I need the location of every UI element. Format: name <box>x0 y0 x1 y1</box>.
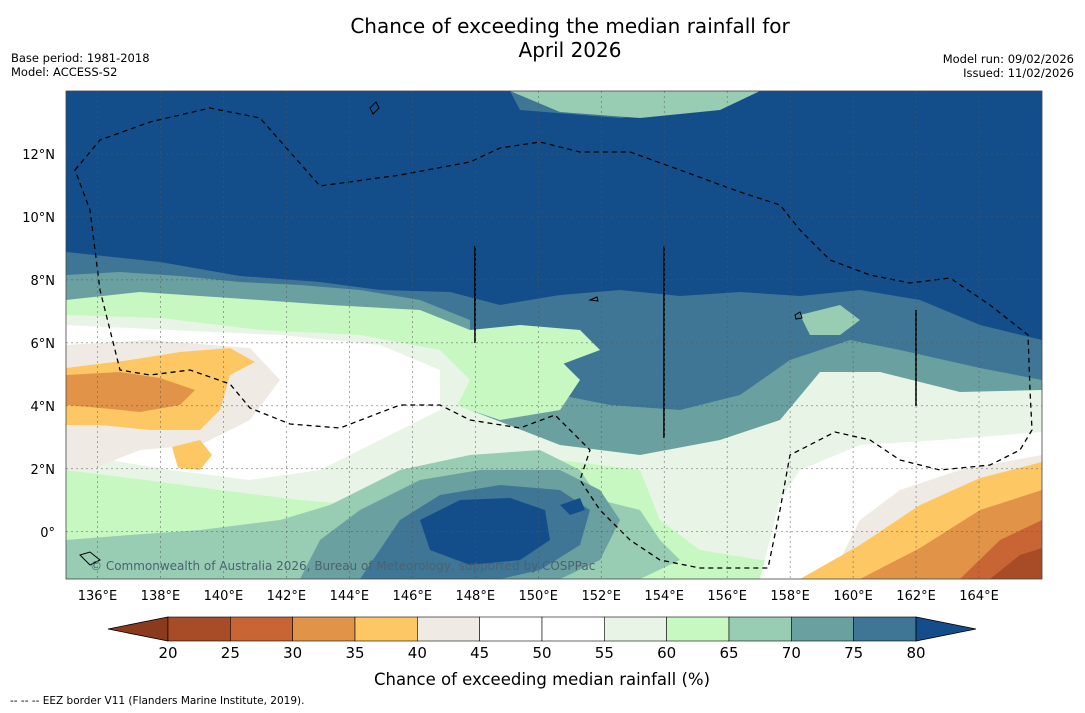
colorbar-bin-60_65 <box>666 616 730 642</box>
lat-tick-8: 8°N <box>31 274 56 289</box>
title-line-2: April 2026 <box>518 38 622 62</box>
colorbar-bin-35_40 <box>354 616 418 642</box>
colorbar-bin-55_60 <box>604 616 667 642</box>
lon-tick-152: 152°E <box>581 589 621 604</box>
run-info-right: Model run: 09/02/2026 Issued: 11/02/2026 <box>943 52 1074 80</box>
colorbar-tick-45: 45 <box>470 644 489 662</box>
colorbar-tick-80: 80 <box>906 644 925 662</box>
colorbar <box>107 616 977 642</box>
field-blob-south-small <box>560 498 585 515</box>
lat-tick-0: 0° <box>40 526 55 541</box>
colorbar-bin-75_80 <box>853 616 917 642</box>
eez-border <box>74 107 1033 569</box>
graticule <box>66 91 1042 579</box>
lon-tick-162: 162°E <box>896 589 936 604</box>
colorbar-tick-30: 30 <box>283 644 302 662</box>
field-orange-west <box>66 372 195 412</box>
eez-legend-note: -- -- -- EEZ border V11 (Flanders Marine… <box>10 695 305 707</box>
lon-tick-142: 142°E <box>267 589 307 604</box>
lon-tick-156: 156°E <box>707 589 747 604</box>
field-blob-north-pale <box>510 91 760 118</box>
eez-border-north <box>74 107 1033 569</box>
colorbar-bin-65_70 <box>728 616 792 642</box>
colorbar-tick-65: 65 <box>719 644 738 662</box>
lon-tick-164: 164°E <box>959 589 999 604</box>
colorbar-bin-50_55 <box>541 616 605 642</box>
base-period: Base period: 1981-2018 <box>11 51 150 65</box>
lon-tick-148: 148°E <box>456 589 496 604</box>
colorbar-tick-labels: 20 25 30 35 40 45 50 55 60 65 70 75 80 <box>158 644 925 662</box>
probability-field <box>66 91 1042 579</box>
colorbar-tick-50: 50 <box>532 644 551 662</box>
lon-tick-146: 146°E <box>393 589 433 604</box>
issued-date: Issued: 11/02/2026 <box>963 66 1074 80</box>
lon-tick-144: 144°E <box>330 589 370 604</box>
island-1 <box>369 101 380 115</box>
islands <box>79 101 803 566</box>
colorbar-tick-35: 35 <box>345 644 364 662</box>
lat-tick-4: 4°N <box>31 400 56 415</box>
field-blob-south-deep <box>420 498 550 565</box>
model-name: Model: ACCESS-S2 <box>11 65 118 79</box>
map-frame <box>65 90 1043 580</box>
colorbar-tick-70: 70 <box>782 644 801 662</box>
colorbar-extend-under <box>107 616 169 642</box>
lat-tick-6: 6°N <box>31 337 56 352</box>
field-yellow-spot <box>172 440 212 470</box>
field-blob-green-north <box>470 325 600 365</box>
lon-tick-136: 136°E <box>78 589 118 604</box>
map-title: Chance of exceeding the median rainfall … <box>0 14 1085 62</box>
colorbar-bin-20_25 <box>167 616 231 642</box>
run-info-left: Base period: 1981-2018 Model: ACCESS-S2 <box>11 51 150 79</box>
lat-tick-2: 2°N <box>31 463 56 478</box>
lat-tick-12: 12°N <box>22 148 55 163</box>
colorbar-bin-30_35 <box>292 616 356 642</box>
island-4 <box>79 551 101 566</box>
colorbar-tick-40: 40 <box>408 644 427 662</box>
lon-tick-140: 140°E <box>204 589 244 604</box>
lon-tick-150: 150°E <box>518 589 558 604</box>
copyright-watermark: © Commonwealth of Australia 2026, Bureau… <box>90 559 595 573</box>
lon-tick-labels: 136°E 138°E 140°E 142°E 144°E 146°E 148°E 150°E… <box>78 589 999 604</box>
model-run: Model run: 09/02/2026 <box>942 52 1074 66</box>
field-blob-teal-east <box>800 305 860 335</box>
lon-tick-160: 160°E <box>833 589 873 604</box>
field-band-over-80 <box>66 91 1042 340</box>
colorbar-label: Chance of exceeding median rainfall (%) <box>374 670 710 689</box>
colorbar-tick-55: 55 <box>595 644 614 662</box>
colorbar-bin-45_50 <box>479 616 543 642</box>
lat-tick-10: 10°N <box>22 211 55 226</box>
colorbar-tick-75: 75 <box>844 644 863 662</box>
colorbar-bin-70_75 <box>791 616 854 642</box>
colorbar-bin-25_30 <box>230 616 293 642</box>
island-2 <box>794 311 803 320</box>
field-brown-east <box>990 548 1042 579</box>
colorbar-tick-20: 20 <box>158 644 177 662</box>
colorbar-tick-60: 60 <box>657 644 676 662</box>
island-3 <box>588 296 599 302</box>
lon-tick-158: 158°E <box>770 589 810 604</box>
lon-tick-138: 138°E <box>141 589 181 604</box>
title-line-1: Chance of exceeding the median rainfall … <box>350 14 790 38</box>
lat-tick-labels: 12°N 10°N 8°N 6°N 4°N 2°N 0° <box>22 148 55 541</box>
colorbar-extend-over <box>915 616 977 642</box>
lon-tick-154: 154°E <box>644 589 684 604</box>
colorbar-tick-25: 25 <box>221 644 240 662</box>
colorbar-bin-40_45 <box>417 616 480 642</box>
